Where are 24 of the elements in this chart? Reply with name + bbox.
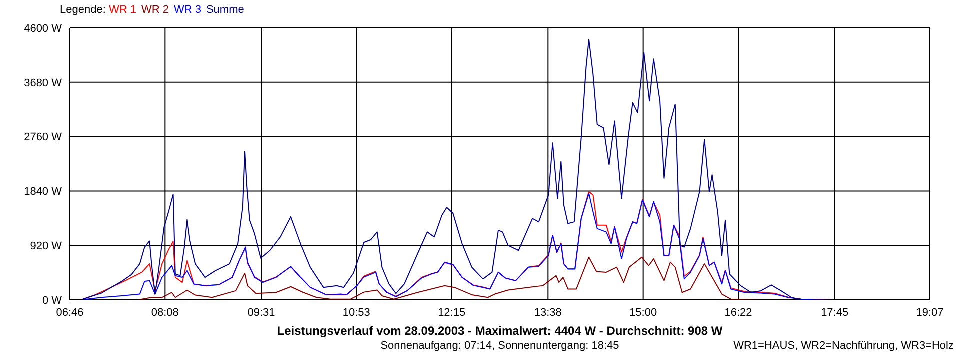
x-tick-label: 06:46: [56, 306, 84, 319]
x-tick-label: 08:08: [151, 306, 179, 319]
y-tick-label: 0 W: [42, 294, 63, 307]
x-tick-label: 12:15: [438, 306, 466, 319]
x-tick-label: 19:07: [916, 306, 944, 319]
text: WR 3: [174, 4, 202, 16]
y-tick-label: 2760 W: [24, 132, 63, 144]
text: WR 1: [108, 4, 136, 16]
x-tick-label: 10:53: [342, 306, 370, 319]
text: Summe: [206, 4, 244, 16]
x-tick-label: 15:00: [630, 306, 658, 319]
text: Leistungsverlauf vom 28.09.2003 - Maximalwert: 4404 W - Durchschnitt: 908 W: [276, 324, 724, 338]
x-tick-label: 13:38: [534, 306, 562, 319]
text: WR 2: [141, 4, 169, 16]
y-tick-label: 920 W: [30, 240, 63, 253]
text: WR1=HAUS, WR2=Nachführung, WR3=Holz: [734, 340, 954, 352]
y-tick-label: 3680 W: [24, 77, 63, 90]
y-tick-label: 1840 W: [24, 186, 63, 198]
text: Sonnenaufgang: 07:14, Sonnenuntergang: 18:45: [380, 340, 620, 352]
x-tick-label: 09:31: [248, 306, 276, 319]
x-tick-label: 17:45: [821, 306, 849, 319]
x-tick-label: 16:22: [724, 306, 752, 319]
y-tick-label: 4600 W: [24, 22, 63, 35]
legend-title: Legende:: [60, 4, 107, 16]
